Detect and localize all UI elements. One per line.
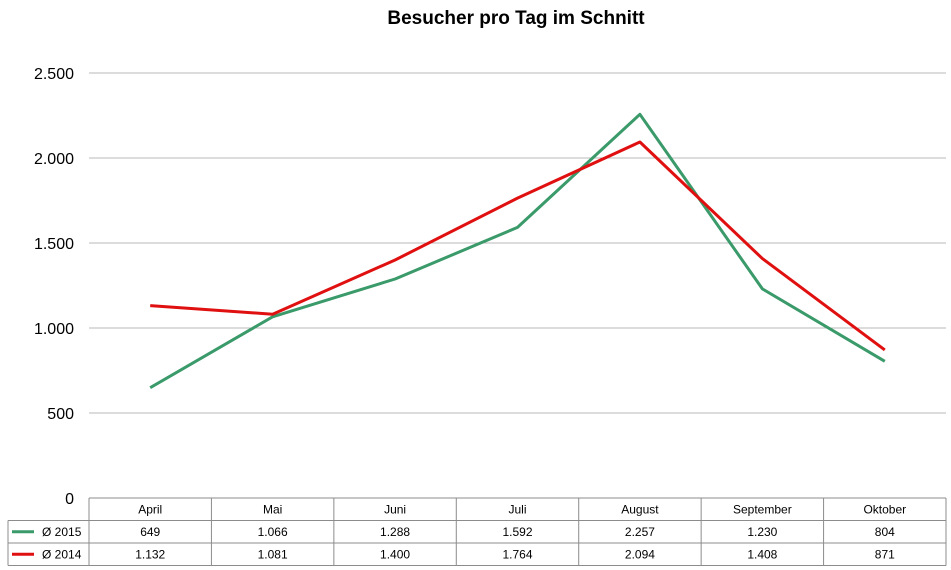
data-table-value: 1.066 bbox=[258, 525, 288, 539]
series-line bbox=[149, 112, 886, 389]
data-table-value: 1.408 bbox=[747, 547, 777, 561]
y-tick-label: 0 bbox=[65, 491, 74, 508]
data-table-value: 1.592 bbox=[502, 525, 532, 539]
data-table-value: 1.081 bbox=[258, 547, 288, 561]
data-table-value: 1.400 bbox=[380, 547, 410, 561]
data-table-value: 2.094 bbox=[625, 547, 655, 561]
x-tick-label: April bbox=[138, 502, 162, 516]
data-table-value: 1.230 bbox=[747, 525, 777, 539]
x-tick-label: Juni bbox=[384, 502, 406, 516]
series-line bbox=[150, 140, 886, 352]
y-tick-label: 1.000 bbox=[34, 321, 74, 338]
x-tick-label: Oktober bbox=[863, 502, 906, 516]
data-table-value: 2.257 bbox=[625, 525, 655, 539]
data-table-value: 649 bbox=[140, 525, 160, 539]
y-tick-label: 2.000 bbox=[34, 151, 74, 168]
data-table-value: 871 bbox=[875, 547, 895, 561]
x-tick-label: August bbox=[621, 502, 659, 516]
y-tick-label: 500 bbox=[47, 406, 74, 423]
x-tick-label: September bbox=[733, 502, 792, 516]
legend-label: Ø 2015 bbox=[42, 525, 82, 539]
y-tick-label: 2.500 bbox=[34, 66, 74, 83]
x-tick-label: Juli bbox=[508, 502, 526, 516]
y-tick-label: 1.500 bbox=[34, 236, 74, 253]
data-table-value: 804 bbox=[875, 525, 895, 539]
chart-title: Besucher pro Tag im Schnitt bbox=[387, 8, 645, 29]
data-table-value: 1.288 bbox=[380, 525, 410, 539]
x-tick-label: Mai bbox=[263, 502, 282, 516]
data-table-value: 1.132 bbox=[135, 547, 165, 561]
legend-label: Ø 2014 bbox=[42, 547, 82, 561]
data-table-value: 1.764 bbox=[502, 547, 532, 561]
